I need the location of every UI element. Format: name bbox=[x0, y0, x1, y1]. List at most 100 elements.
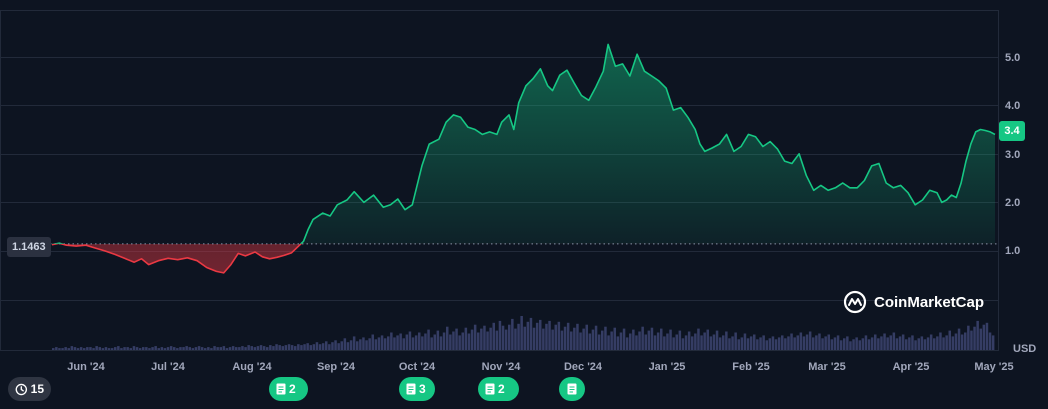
volume-bar bbox=[396, 335, 399, 350]
volume-bar bbox=[573, 327, 576, 350]
volume-bar bbox=[303, 344, 306, 350]
volume-bar bbox=[269, 345, 272, 350]
volume-bar bbox=[424, 333, 427, 350]
x-tick-label: Jul '24 bbox=[151, 361, 185, 373]
volume-bar bbox=[929, 334, 933, 350]
news-badge[interactable]: 2 bbox=[269, 377, 308, 401]
volume-bar bbox=[173, 347, 176, 350]
volume-bar bbox=[501, 325, 505, 350]
volume-bar bbox=[582, 328, 585, 350]
volume-bar bbox=[256, 346, 260, 350]
volume-bar bbox=[942, 337, 945, 350]
volume-bar bbox=[874, 334, 877, 350]
volume-bar bbox=[92, 348, 95, 350]
volume-bar bbox=[973, 326, 976, 350]
volume-bar bbox=[213, 346, 216, 350]
volume-bar bbox=[483, 325, 486, 350]
volume-bar bbox=[619, 332, 623, 350]
volume-bar bbox=[489, 327, 492, 350]
volume-bar bbox=[880, 336, 883, 350]
volume-bar bbox=[142, 347, 145, 350]
x-tick-label: Feb '25 bbox=[732, 361, 770, 373]
volume-bar bbox=[123, 347, 126, 350]
news-badge[interactable]: 3 bbox=[399, 377, 435, 401]
volume-bar bbox=[393, 337, 396, 350]
volume-bar bbox=[356, 341, 359, 350]
volume-bar bbox=[976, 320, 979, 350]
volume-bar bbox=[901, 334, 905, 350]
volume-bar bbox=[706, 329, 709, 350]
volume-bar bbox=[694, 333, 697, 350]
area-above-baseline bbox=[55, 44, 995, 244]
volume-bar bbox=[98, 347, 101, 350]
volume-bar bbox=[815, 335, 818, 350]
history-icon bbox=[15, 383, 28, 395]
volume-bar bbox=[656, 332, 660, 350]
volume-bar bbox=[297, 344, 300, 350]
volume-bar bbox=[836, 335, 840, 350]
volume-bar bbox=[629, 333, 632, 350]
volume-bar bbox=[290, 345, 294, 350]
volume-bar bbox=[486, 331, 489, 350]
volume-bar bbox=[908, 337, 911, 350]
volume-bar bbox=[718, 337, 722, 350]
volume-bar bbox=[787, 336, 790, 350]
volume-bar bbox=[262, 346, 266, 350]
volume-bar bbox=[833, 337, 837, 350]
volume-bar bbox=[805, 334, 809, 350]
volume-bar bbox=[560, 330, 564, 350]
volume-bar bbox=[216, 347, 219, 350]
volume-bar bbox=[740, 337, 744, 350]
history-badge[interactable]: 15 bbox=[8, 377, 51, 401]
volume-bar bbox=[64, 347, 67, 350]
volume-bar bbox=[495, 330, 499, 350]
volume-bar bbox=[126, 347, 129, 350]
badge-count: 3 bbox=[419, 382, 426, 396]
x-tick-label: May '25 bbox=[974, 361, 1014, 373]
volume-bar bbox=[452, 331, 455, 350]
volume-bar bbox=[337, 343, 340, 350]
volume-bar bbox=[433, 334, 436, 350]
volume-bar bbox=[250, 346, 253, 350]
news-badge[interactable] bbox=[559, 377, 585, 401]
volume-bar bbox=[179, 347, 182, 350]
volume-bar bbox=[399, 333, 402, 350]
volume-bar bbox=[765, 340, 768, 350]
volume-bar bbox=[849, 341, 852, 350]
volume-bar bbox=[923, 339, 927, 350]
volume-bar bbox=[365, 340, 368, 350]
volume-bar bbox=[101, 348, 105, 350]
volume-bar bbox=[622, 328, 626, 350]
volume-bar bbox=[616, 336, 620, 350]
volume-bar bbox=[157, 348, 160, 350]
volume-bar bbox=[374, 339, 378, 350]
volume-bar bbox=[421, 336, 424, 350]
volume-bar bbox=[55, 347, 58, 350]
volume-bar bbox=[641, 326, 644, 350]
volume-bar bbox=[563, 326, 567, 350]
volume-bar bbox=[473, 324, 477, 350]
volume-bar bbox=[439, 336, 443, 350]
volume-bar bbox=[625, 337, 629, 350]
volume-bar bbox=[870, 337, 874, 350]
volume-bar bbox=[985, 322, 989, 350]
volume-bar bbox=[222, 346, 226, 350]
volume-bar bbox=[464, 327, 468, 350]
volume-bar bbox=[948, 330, 951, 350]
volume-bar bbox=[467, 333, 471, 350]
volume-bar bbox=[169, 346, 173, 350]
volume-bar bbox=[498, 320, 502, 350]
volume-bar bbox=[591, 329, 595, 350]
volume-bar bbox=[514, 328, 517, 350]
volume-bar bbox=[135, 347, 139, 350]
volume-bar bbox=[247, 345, 250, 350]
volume-bar bbox=[613, 327, 616, 350]
volume-bar bbox=[731, 336, 734, 350]
volume-bar bbox=[867, 339, 871, 350]
volume-bar bbox=[110, 348, 114, 350]
x-tick-label: Apr '25 bbox=[892, 361, 930, 373]
volume-bar bbox=[917, 338, 920, 350]
news-badge[interactable]: 2 bbox=[478, 377, 519, 401]
volume-bar bbox=[107, 348, 111, 350]
